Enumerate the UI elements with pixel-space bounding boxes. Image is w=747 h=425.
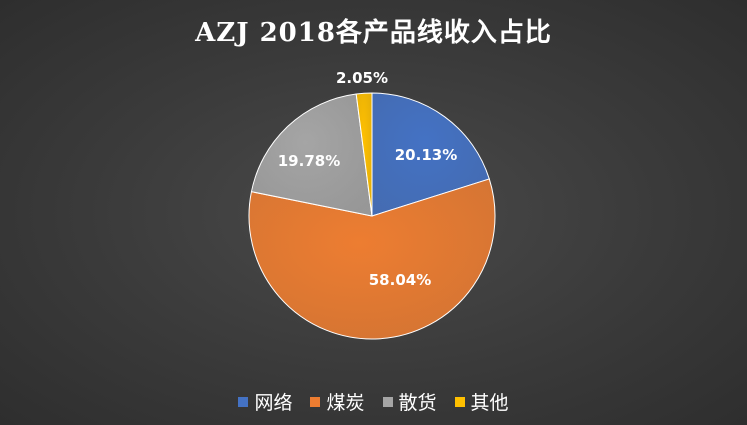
chart-title: AZJ 2018各产品线收入占比: [195, 18, 552, 48]
legend-item-4: 其他: [454, 388, 509, 415]
legend-label: 其他: [470, 392, 509, 414]
pie-slice-4: [355, 92, 373, 217]
pie-slice-1: [371, 92, 490, 217]
legend-swatch: [382, 396, 393, 407]
data-label-2: 58.04%: [369, 271, 431, 289]
legend-label: 散货: [398, 392, 437, 414]
pie-slice-2: [248, 178, 496, 340]
legend-label: 煤炭: [326, 392, 365, 414]
data-label-4: 2.05%: [336, 69, 388, 87]
data-label-3: 19.78%: [278, 152, 340, 170]
legend-label: 网络: [254, 392, 293, 414]
pie-slice-3: [250, 93, 373, 217]
legend-swatch: [454, 396, 465, 407]
legend-item-1: 网络: [238, 388, 292, 415]
legend-swatch: [310, 396, 321, 407]
data-label-1: 20.13%: [395, 146, 457, 164]
legend: 网络 煤炭 散货 其他: [0, 388, 747, 415]
legend-item-2: 煤炭: [310, 388, 365, 415]
legend-item-3: 散货: [382, 388, 437, 415]
legend-swatch: [238, 396, 249, 407]
